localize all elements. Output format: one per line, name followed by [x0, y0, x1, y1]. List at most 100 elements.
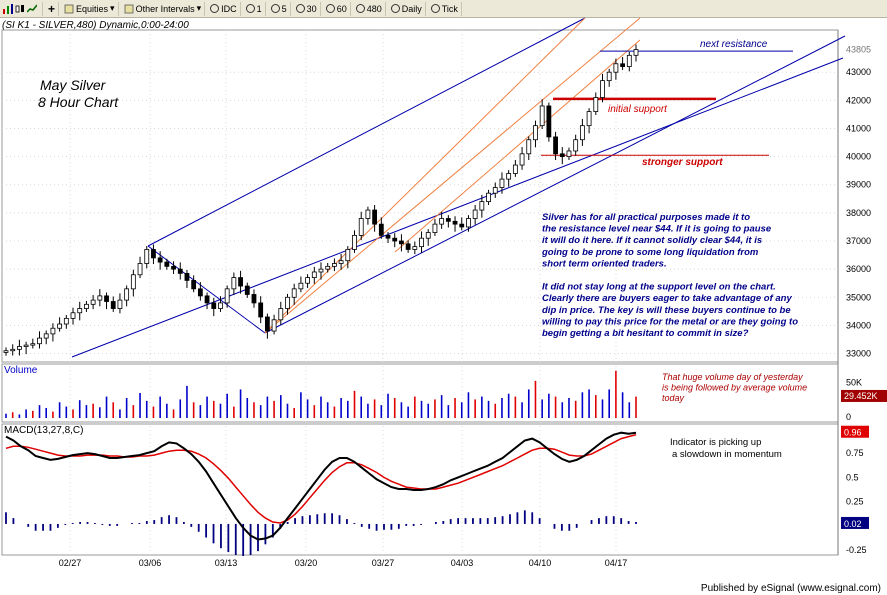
initial-support-label: initial support	[608, 104, 668, 115]
candle-body	[57, 323, 63, 329]
candle	[23, 341, 29, 355]
intervals-icon	[124, 4, 133, 13]
candle	[539, 99, 545, 130]
candle	[298, 276, 304, 293]
interval-5[interactable]: 5	[268, 1, 291, 16]
candle	[224, 285, 230, 308]
symbol-line: (SI K1 - SILVER,480) Dynamic,0:00-24:00	[2, 20, 189, 31]
macd-tick-label: -0.25	[846, 545, 867, 555]
candle	[573, 134, 579, 156]
commentary-line: Clearly there are buyers eager to take a…	[542, 293, 792, 304]
signal-line	[5, 433, 637, 524]
candle-body	[325, 265, 331, 270]
date-tick-label: 04/17	[605, 558, 628, 568]
candle-body	[633, 49, 639, 56]
candle-body	[184, 272, 190, 281]
candle-body	[466, 218, 471, 228]
intervals-dropdown[interactable]: Other Intervals ▾	[121, 1, 206, 16]
candle-body	[30, 343, 36, 346]
candle-body	[459, 223, 465, 228]
candle-body	[519, 153, 525, 166]
equities-dropdown[interactable]: Equities ▾	[61, 1, 119, 16]
candle	[486, 189, 491, 206]
candle	[445, 215, 451, 228]
candle-body	[110, 301, 116, 309]
candle-body	[553, 136, 558, 155]
candle	[405, 240, 411, 253]
candle	[519, 147, 525, 170]
interval-1[interactable]: 1	[243, 1, 266, 16]
commentary-line: short term oriented traders.	[542, 258, 667, 269]
candle	[258, 296, 264, 324]
radio-icon	[295, 4, 305, 13]
candle	[278, 301, 284, 325]
plus-icon: +	[48, 1, 56, 16]
add-button[interactable]: +	[45, 1, 60, 16]
candle	[124, 285, 130, 307]
candle-body	[378, 223, 384, 236]
fan-line	[394, 39, 641, 253]
candle-body	[63, 317, 69, 325]
candle	[291, 283, 297, 305]
price-tick-label: 39000	[846, 180, 871, 190]
candle	[546, 102, 552, 142]
candle-body	[600, 80, 605, 98]
macd-tick-label: 0.96	[844, 428, 862, 438]
candle	[151, 244, 156, 265]
candle	[318, 262, 324, 280]
candle	[633, 44, 639, 62]
candle-body	[177, 268, 183, 274]
candle-body	[264, 316, 270, 332]
fan-line	[264, 17, 586, 334]
candle-body	[211, 302, 217, 309]
candle-body	[251, 294, 257, 304]
candle	[620, 57, 625, 70]
radio-icon	[210, 4, 220, 13]
chevron-down-icon: ▾	[196, 3, 202, 13]
commentary-line: It did not stay long at the support leve…	[542, 282, 776, 293]
candle-body	[358, 218, 364, 236]
volume-title: Volume	[4, 365, 38, 376]
interval-tick[interactable]: Tick	[428, 1, 462, 16]
candle-body	[305, 277, 310, 284]
interval-480-label: 480	[366, 3, 382, 14]
candle	[365, 206, 371, 225]
candle	[459, 217, 465, 231]
candle-body	[218, 302, 223, 309]
axes-layer: 33000 34000 35000 36000 37000 38000 39000 40000…	[59, 45, 887, 568]
interval-daily[interactable]: Daily	[388, 1, 426, 16]
candle-body	[613, 63, 619, 73]
candle-body	[573, 139, 579, 152]
interval-1-label: 1	[256, 3, 262, 14]
candle	[332, 258, 337, 272]
candle	[285, 293, 290, 315]
interval-60[interactable]: 60	[323, 1, 351, 16]
candle-body	[512, 164, 518, 174]
candle	[579, 118, 585, 146]
commentary-line: Silver has for all practical purposes ma…	[542, 212, 750, 223]
chart-title: May Silver	[40, 77, 107, 93]
interval-30[interactable]: 30	[293, 1, 321, 16]
candles-layer	[3, 44, 639, 356]
candle	[586, 108, 592, 134]
interval-480[interactable]: 480	[353, 1, 386, 16]
candle-body	[332, 263, 337, 267]
candle-body	[117, 299, 123, 309]
candle	[97, 289, 103, 307]
candle	[472, 205, 478, 225]
candle-body	[124, 288, 130, 301]
chart-type-button[interactable]	[0, 1, 43, 16]
candle-body	[90, 299, 96, 305]
candle	[345, 246, 351, 269]
candles-icon	[15, 4, 24, 12]
candle-body	[50, 327, 56, 335]
candle	[613, 58, 619, 80]
candle	[204, 292, 210, 310]
interval-idc[interactable]: IDC	[207, 1, 241, 16]
price-tick-label: 35000	[846, 292, 871, 302]
candle-body	[151, 249, 156, 259]
candle-body	[104, 295, 109, 302]
candle-body	[271, 319, 277, 332]
candle	[492, 182, 498, 198]
